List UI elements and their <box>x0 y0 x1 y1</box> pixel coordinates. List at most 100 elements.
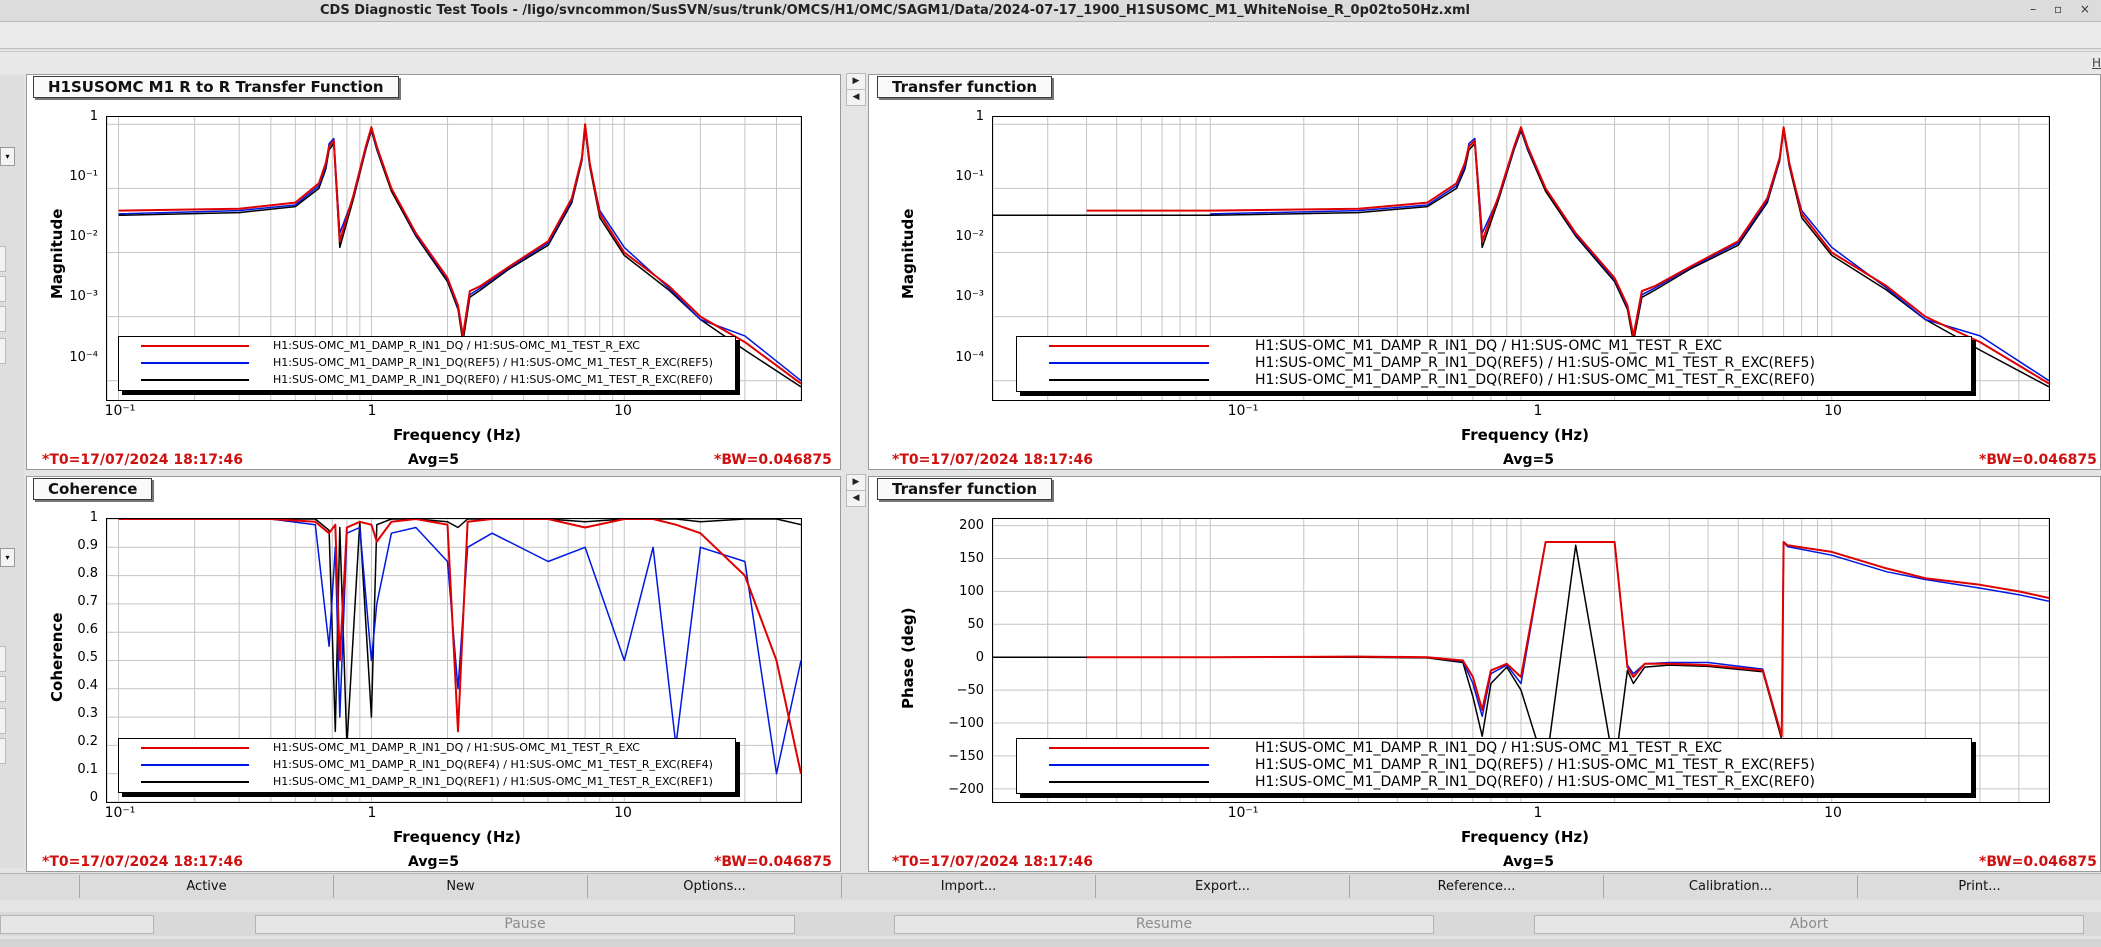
side-handle[interactable] <box>0 708 6 734</box>
import-button[interactable]: Import... <box>841 875 1095 898</box>
y-tick-label: 100 <box>959 584 984 599</box>
legend-entry: H1:SUS-OMC_M1_DAMP_R_IN1_DQ(REF0) / H1:S… <box>1017 372 1971 389</box>
window-title-bar: CDS Diagnostic Test Tools - /ligo/svncom… <box>0 0 2101 22</box>
side-handle[interactable] <box>0 676 6 702</box>
y-tick-label: 0.1 <box>77 762 98 777</box>
legend-entry: H1:SUS-OMC_M1_DAMP_R_IN1_DQ / H1:SUS-OMC… <box>1017 740 1971 757</box>
y-tick-label: 1 <box>89 510 98 525</box>
bw-readout: *BW=0.046875 <box>1979 452 2097 468</box>
y-axis-title: Magnitude <box>899 208 917 299</box>
expand-right-icon[interactable]: ▶ <box>846 474 866 491</box>
legend: H1:SUS-OMC_M1_DAMP_R_IN1_DQ / H1:SUS-OMC… <box>118 336 736 391</box>
pause-button[interactable]: Pause <box>255 915 795 934</box>
export-button[interactable]: Export... <box>1095 875 1349 898</box>
y-tick-label: 10⁻³ <box>955 289 984 304</box>
y-tick-label: 0 <box>975 650 984 665</box>
x-tick-label: 1 <box>367 403 377 419</box>
legend-entry: H1:SUS-OMC_M1_DAMP_R_IN1_DQ(REF1) / H1:S… <box>119 774 735 791</box>
options-button[interactable]: Options... <box>587 875 841 898</box>
x-tick-label: 10⁻¹ <box>104 403 136 419</box>
y-axis-title: Magnitude <box>48 208 66 299</box>
y-tick-label: 150 <box>959 551 984 566</box>
y-tick-label: 200 <box>959 518 984 533</box>
print-button[interactable]: Print... <box>1857 875 2101 898</box>
side-handle[interactable] <box>0 276 6 302</box>
x-tick-label: 10 <box>614 403 632 419</box>
y-tick-label: 0.2 <box>77 734 98 749</box>
x-tick-label: 10⁻¹ <box>1227 805 1259 821</box>
x-tick-label: 10 <box>1824 403 1842 419</box>
legend-entry: H1:SUS-OMC_M1_DAMP_R_IN1_DQ / H1:SUS-OMC… <box>1017 338 1971 355</box>
control-bar: Pause Resume Abort <box>0 912 2101 936</box>
y-tick-label: 10⁻⁴ <box>69 350 98 365</box>
active-button[interactable]: Active <box>79 875 333 898</box>
legend-entry: H1:SUS-OMC_M1_DAMP_R_IN1_DQ(REF5) / H1:S… <box>1017 757 1971 774</box>
help-link[interactable]: H <box>2091 56 2101 70</box>
y-tick-label: 10⁻² <box>955 229 984 244</box>
abort-button[interactable]: Abort <box>1534 915 2084 934</box>
pane-title: Transfer function <box>877 76 1053 98</box>
calibration-button[interactable]: Calibration... <box>1603 875 1857 898</box>
y-tick-label: 10⁻³ <box>69 289 98 304</box>
t0-readout: *T0=17/07/2024 18:17:46 <box>892 854 1094 870</box>
series-line-red <box>118 519 801 774</box>
legend-entry: H1:SUS-OMC_M1_DAMP_R_IN1_DQ(REF5) / H1:S… <box>119 355 735 372</box>
y-tick-label: 10⁻¹ <box>955 169 984 184</box>
t0-readout: *T0=17/07/2024 18:17:46 <box>892 452 1094 468</box>
side-handle[interactable] <box>0 646 6 672</box>
y-tick-label: 0.8 <box>77 566 98 581</box>
avg-readout: Avg=5 <box>1503 452 1554 468</box>
y-tick-label: 0.9 <box>77 538 98 553</box>
button-bar: Active New Options... Import... Export..… <box>0 873 2101 900</box>
plot-pane-phase: Transfer function Phase (deg) 200 150 10… <box>868 476 2101 872</box>
series-line-red <box>118 123 801 385</box>
bw-readout: *BW=0.046875 <box>714 854 832 870</box>
avg-readout: Avg=5 <box>408 452 459 468</box>
avg-readout: Avg=5 <box>1503 854 1554 870</box>
dropdown-arrow-icon[interactable]: ▾ <box>0 548 15 567</box>
plot-pane-magnitude-2: Transfer function Magnitude 1 10⁻¹ 10⁻² … <box>868 74 2101 470</box>
side-handle[interactable] <box>0 738 6 764</box>
legend: H1:SUS-OMC_M1_DAMP_R_IN1_DQ / H1:SUS-OMC… <box>118 738 736 793</box>
y-axis-title: Phase (deg) <box>899 607 917 709</box>
x-tick-label: 1 <box>1533 403 1543 419</box>
dropdown-arrow-icon[interactable]: ▾ <box>0 147 15 166</box>
y-tick-label: 1 <box>89 109 98 124</box>
expand-right-icon[interactable]: ▶ <box>846 73 866 90</box>
collapse-left-icon[interactable]: ◀ <box>846 490 866 507</box>
x-axis-title: Frequency (Hz) <box>1461 828 1590 846</box>
x-tick-label: 1 <box>1533 805 1543 821</box>
avg-readout: Avg=5 <box>408 854 459 870</box>
reference-button[interactable]: Reference... <box>1349 875 1603 898</box>
t0-readout: *T0=17/07/2024 18:17:46 <box>42 452 244 468</box>
side-handle[interactable] <box>0 306 6 332</box>
collapse-left-icon[interactable]: ◀ <box>846 89 866 106</box>
legend-entry: H1:SUS-OMC_M1_DAMP_R_IN1_DQ / H1:SUS-OMC… <box>119 338 735 355</box>
side-handle[interactable] <box>0 246 6 272</box>
resume-button[interactable]: Resume <box>894 915 1434 934</box>
plot-pane-coherence: Coherence Coherence 1 0.9 0.8 0.7 0.6 0.… <box>26 476 841 872</box>
bw-readout: *BW=0.046875 <box>714 452 832 468</box>
pane-title: H1SUSOMC M1 R to R Transfer Function <box>33 76 399 98</box>
x-tick-label: 10⁻¹ <box>104 805 136 821</box>
x-axis-title: Frequency (Hz) <box>393 426 522 444</box>
left-tool-strip: ▾ ▾ <box>0 76 24 868</box>
status-bar <box>0 939 2101 947</box>
y-tick-label: 1 <box>975 109 984 124</box>
series-line-blue <box>1210 541 2049 737</box>
series-line-black <box>118 519 801 747</box>
side-handle[interactable] <box>0 338 6 364</box>
series-line-blue <box>118 519 801 775</box>
legend-entry: H1:SUS-OMC_M1_DAMP_R_IN1_DQ(REF5) / H1:S… <box>1017 355 1971 372</box>
y-tick-label: −100 <box>948 716 984 731</box>
window-controls[interactable]: – ▫ × <box>2030 2 2097 16</box>
y-tick-label: −150 <box>948 749 984 764</box>
y-tick-label: 10⁻² <box>69 229 98 244</box>
window-title: CDS Diagnostic Test Tools - /ligo/svncom… <box>319 3 1470 18</box>
y-tick-label: 10⁻¹ <box>69 169 98 184</box>
y-tick-label: 0.3 <box>77 706 98 721</box>
new-button[interactable]: New <box>333 875 587 898</box>
legend-entry: H1:SUS-OMC_M1_DAMP_R_IN1_DQ(REF4) / H1:S… <box>119 757 735 774</box>
x-axis-title: Frequency (Hz) <box>1461 426 1590 444</box>
y-tick-label: 0.5 <box>77 650 98 665</box>
